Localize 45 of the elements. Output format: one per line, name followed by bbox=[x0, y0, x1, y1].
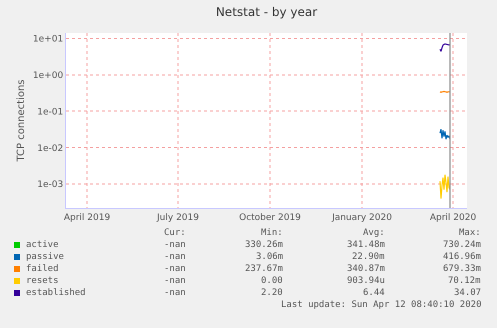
y-tick-label: 1e-02 bbox=[37, 144, 64, 154]
text: -nan bbox=[164, 252, 186, 262]
x-tick-label: April 2020 bbox=[430, 212, 476, 223]
y-tick-label: 1e+01 bbox=[32, 34, 64, 44]
text: -nan bbox=[164, 288, 186, 298]
text: 0.00 bbox=[261, 276, 283, 286]
legend-label: passive bbox=[26, 252, 64, 262]
text: 70.12m bbox=[448, 276, 481, 286]
text: 2.20 bbox=[261, 288, 283, 298]
legend-label: failed bbox=[26, 264, 59, 274]
y-tick-label: 1e-01 bbox=[37, 107, 64, 118]
text: 6.44 bbox=[363, 288, 385, 298]
text: Last update: Sun Apr 12 08:40:10 2020 bbox=[281, 300, 482, 310]
text: Avg: bbox=[363, 228, 385, 238]
text: -nan bbox=[164, 276, 186, 286]
y-tick-label: 1e-03 bbox=[37, 180, 64, 190]
text: 903.94u bbox=[347, 276, 385, 286]
text: 340.87m bbox=[347, 264, 385, 274]
text: -nan bbox=[164, 264, 186, 274]
text: 237.67m bbox=[245, 264, 283, 274]
y-axis-title: TCP connections bbox=[16, 79, 27, 163]
y-tick-label: 1e+00 bbox=[32, 70, 64, 81]
line-series bbox=[439, 174, 451, 200]
legend-label: resets bbox=[26, 276, 59, 286]
text: 730.24m bbox=[443, 240, 481, 250]
x-tick-label: October 2019 bbox=[239, 212, 302, 223]
text: Cur: bbox=[164, 228, 186, 238]
text: 34.07 bbox=[454, 288, 482, 298]
x-tick-label: January 2020 bbox=[331, 212, 392, 223]
text: 679.33m bbox=[443, 264, 481, 274]
x-tick-label: July 2019 bbox=[156, 212, 200, 223]
text: Min: bbox=[261, 228, 283, 238]
text: 341.48m bbox=[347, 240, 385, 250]
legend-label: established bbox=[26, 288, 86, 298]
chart-title: Netstat - by year bbox=[216, 5, 318, 20]
text: 330.26m bbox=[245, 240, 283, 250]
text: 3.06m bbox=[256, 252, 284, 262]
line-series bbox=[439, 43, 451, 52]
text: 22.90m bbox=[352, 252, 385, 262]
text: Max: bbox=[459, 228, 481, 238]
legend-label: active bbox=[26, 240, 59, 250]
text: -nan bbox=[164, 240, 186, 250]
line-series bbox=[439, 128, 451, 140]
x-tick-label: April 2019 bbox=[64, 212, 110, 223]
text: 416.96m bbox=[443, 252, 481, 262]
